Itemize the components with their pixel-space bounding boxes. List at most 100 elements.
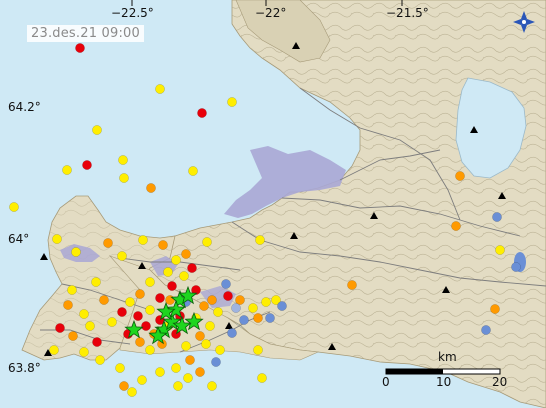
earthquake-markers — [9, 43, 521, 397]
earthquake-dot — [68, 331, 78, 341]
earthquake-dot — [92, 337, 102, 347]
earthquake-dot — [261, 297, 271, 307]
earthquake-dot — [75, 43, 85, 53]
earthquake-dot — [197, 108, 207, 118]
earthquake-dot — [141, 321, 151, 331]
earthquake-dot — [92, 125, 102, 135]
earthquake-dot — [155, 367, 165, 377]
earthquake-dot — [127, 387, 137, 397]
earthquake-dot — [145, 277, 155, 287]
earthquake-dot — [227, 97, 237, 107]
earthquake-dot — [146, 183, 156, 193]
longitude-labels: −22.5° −22° −21.5° — [111, 0, 429, 20]
earthquake-dot — [171, 363, 181, 373]
large-quake-star — [148, 325, 168, 345]
lat-label: 64.2° — [8, 100, 41, 114]
earthquake-dot — [117, 307, 127, 317]
earthquake-dot — [155, 84, 165, 94]
earthquake-dot — [271, 295, 281, 305]
earthquake-dot — [213, 307, 223, 317]
scale-tick: 10 — [436, 375, 451, 389]
scale-bar: km 0 10 20 — [382, 350, 507, 389]
earthquake-dot — [277, 301, 287, 311]
earthquake-dot — [115, 363, 125, 373]
large-quake-star — [172, 315, 192, 335]
large-quake-star — [162, 311, 182, 331]
seismic-stations — [40, 42, 506, 356]
large-quake-star — [156, 301, 176, 321]
earthquake-dot — [215, 345, 225, 355]
earthquake-dot — [231, 303, 241, 313]
earthquake-dot — [347, 280, 357, 290]
earthquake-dot — [158, 240, 168, 250]
earthquake-dot — [181, 249, 191, 259]
earthquake-dot — [223, 291, 233, 301]
large-quake-star — [178, 285, 198, 305]
earthquake-dot — [490, 304, 500, 314]
earthquake-dot — [99, 295, 109, 305]
earthquake-dot — [199, 301, 209, 311]
earthquake-dot — [451, 221, 461, 231]
earthquake-dot — [119, 173, 129, 183]
land-hvalfjordur — [235, 0, 331, 63]
earthquake-dot — [95, 355, 105, 365]
earthquake-dot — [183, 373, 193, 383]
earthquake-dot — [55, 323, 65, 333]
earthquake-dot — [63, 300, 73, 310]
earthquake-dot — [455, 171, 465, 181]
earthquake-dot — [181, 341, 191, 351]
earthquake-dot — [495, 245, 505, 255]
earthquake-dot — [133, 311, 143, 321]
large-earthquake-stars — [124, 285, 204, 345]
earthquake-dot — [211, 357, 221, 367]
earthquake-dot — [163, 267, 173, 277]
lat-label: 63.8° — [8, 361, 41, 375]
earthquake-dot — [235, 295, 245, 305]
earthquake-dot — [195, 331, 205, 341]
earthquake-dot — [145, 345, 155, 355]
earthquake-dot — [119, 381, 129, 391]
earthquake-dot — [511, 262, 521, 272]
scale-tick: 20 — [492, 375, 507, 389]
earthquake-dot — [138, 235, 148, 245]
earthquake-dot — [107, 317, 117, 327]
large-quake-star — [166, 299, 186, 319]
earthquake-dot — [135, 337, 145, 347]
earthquake-dot — [201, 339, 211, 349]
earthquake-dot — [492, 212, 502, 222]
earthquake-dot — [221, 279, 231, 289]
earthquake-dot — [191, 285, 201, 295]
earthquake-dot — [118, 155, 128, 165]
earthquake-dot — [82, 160, 92, 170]
scale-unit: km — [438, 350, 457, 364]
earthquake-dot — [187, 263, 197, 273]
earthquake-dot — [52, 234, 62, 244]
earthquake-dot — [248, 303, 258, 313]
latitude-labels: 64.2° 64° 63.8° — [8, 100, 41, 375]
earthquake-dot — [135, 289, 145, 299]
earthquake-dot — [79, 309, 89, 319]
road-network — [40, 87, 546, 353]
urban-area — [224, 146, 346, 218]
lon-label: −22.5° — [111, 6, 154, 20]
earthquake-dot — [9, 202, 19, 212]
large-quake-star — [124, 319, 144, 339]
earthquake-dot — [67, 285, 77, 295]
earthquake-dot — [62, 165, 72, 175]
earthquake-dot — [49, 345, 59, 355]
timestamp-label: 23.des.21 09:00 — [27, 25, 144, 42]
lon-label: −22° — [255, 6, 286, 20]
lon-label: −21.5° — [386, 6, 429, 20]
earthquake-dot — [202, 237, 212, 247]
earthquake-dot — [188, 166, 198, 176]
earthquake-dot — [167, 281, 177, 291]
earthquake-dot — [103, 238, 113, 248]
lat-label: 64° — [8, 232, 29, 246]
earthquake-dot — [195, 367, 205, 377]
earthquake-dot — [117, 251, 127, 261]
earthquake-dot — [255, 235, 265, 245]
earthquake-dot — [125, 297, 135, 307]
earthquake-dot — [71, 247, 81, 257]
earthquake-dot — [79, 347, 89, 357]
